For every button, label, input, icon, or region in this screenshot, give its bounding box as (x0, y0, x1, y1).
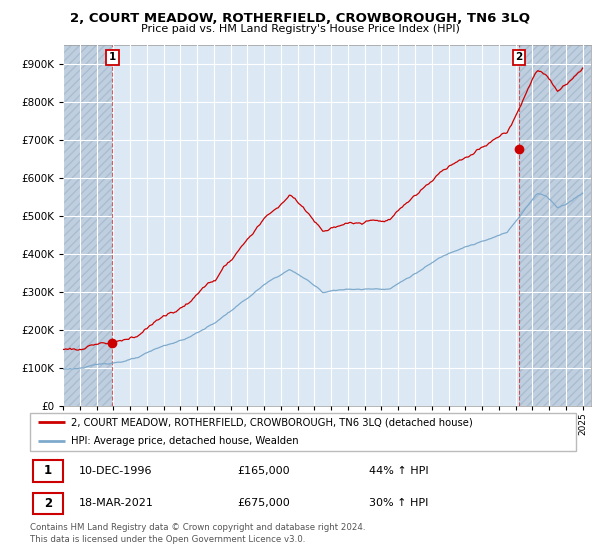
Text: 30% ↑ HPI: 30% ↑ HPI (368, 498, 428, 508)
Text: 18-MAR-2021: 18-MAR-2021 (79, 498, 154, 508)
Text: 44% ↑ HPI: 44% ↑ HPI (368, 466, 428, 476)
Text: Price paid vs. HM Land Registry's House Price Index (HPI): Price paid vs. HM Land Registry's House … (140, 24, 460, 34)
Text: £675,000: £675,000 (238, 498, 290, 508)
Text: HPI: Average price, detached house, Wealden: HPI: Average price, detached house, Weal… (71, 436, 299, 446)
Bar (33, 460, 63, 482)
Text: 1: 1 (44, 464, 52, 478)
Bar (519, 45, 591, 406)
Text: £165,000: £165,000 (238, 466, 290, 476)
Text: Contains HM Land Registry data © Crown copyright and database right 2024.
This d: Contains HM Land Registry data © Crown c… (30, 523, 365, 544)
Bar (33, 493, 63, 514)
Text: 1: 1 (109, 53, 116, 63)
Text: 2, COURT MEADOW, ROTHERFIELD, CROWBOROUGH, TN6 3LQ (detached house): 2, COURT MEADOW, ROTHERFIELD, CROWBOROUG… (71, 417, 473, 427)
Text: 2, COURT MEADOW, ROTHERFIELD, CROWBOROUGH, TN6 3LQ: 2, COURT MEADOW, ROTHERFIELD, CROWBOROUG… (70, 12, 530, 25)
Text: 2: 2 (44, 497, 52, 510)
Text: 2: 2 (515, 53, 523, 63)
Bar (63, 45, 112, 406)
Text: 10-DEC-1996: 10-DEC-1996 (79, 466, 152, 476)
